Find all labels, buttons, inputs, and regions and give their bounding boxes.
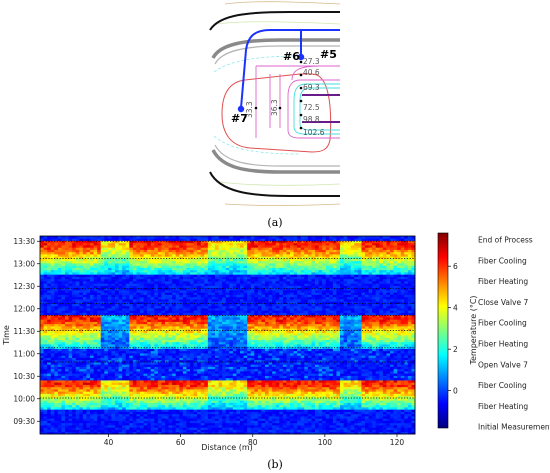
contour-bot-1	[219, 181, 341, 186]
event-label: Fiber Cooling	[478, 319, 527, 328]
contour-cyan-top	[213, 55, 301, 73]
measure-points	[254, 60, 303, 130]
wall-gray-top-2	[214, 45, 340, 65]
x-tick-label: 80	[248, 438, 258, 447]
colorbar-tick-label: 0	[453, 386, 458, 395]
colorbar-ticks: 0 2 4 6	[448, 262, 458, 395]
valve-dot-6	[297, 53, 305, 61]
heatmap-cells	[40, 236, 416, 435]
outer-wall-bottom	[209, 171, 340, 197]
panel-a-label: (a)	[267, 216, 282, 229]
contour-top-1	[224, 1, 341, 5]
colorbar-tick-label: 6	[453, 262, 458, 271]
event-label: Close Valve 7	[478, 298, 528, 307]
colorbar-tick-label: 2	[453, 345, 458, 354]
location-label-6: #6	[283, 50, 300, 63]
fiber-pink-loop-2	[287, 79, 340, 139]
valve-line-7	[240, 29, 340, 109]
heatmap-chart: 40 60 80 100 120 09:3010:0010:3011:0011:3012…	[2, 232, 550, 452]
y-tick-label: 11:00	[13, 349, 35, 358]
fiber-red-loop	[221, 73, 332, 153]
panel-a-schematic: #5 #6 #7 27.3 40.6 69.3 72.5 98.8 102.6 …	[209, 1, 341, 206]
y-tick-label: 12:00	[13, 304, 35, 313]
distance-marks: 27.3 40.6 69.3 72.5 98.8 102.6 33.3 36.3	[245, 57, 325, 137]
contour-cyan-bot	[213, 135, 301, 155]
fiber-pink-loop-1	[255, 65, 340, 138]
location-label-5: #5	[320, 48, 337, 61]
y-tick-label: 10:00	[13, 394, 35, 403]
y-axis-label: Time	[2, 325, 11, 346]
event-label: Fiber Heating	[478, 277, 528, 286]
wall-gray-bottom-2	[214, 144, 340, 167]
distance-mark: 72.5	[303, 103, 320, 112]
outer-wall-top	[209, 11, 340, 31]
colorbar	[437, 232, 449, 429]
distance-mark: 27.3	[303, 57, 320, 66]
x-tick-label: 100	[318, 438, 333, 447]
y-axis: 09:30 10:00 10:30 11:00 11:30 12:00 12:30 13:00…	[13, 237, 40, 426]
distance-mark-vertical: 36.3	[270, 99, 279, 116]
event-label: End of Process	[478, 236, 533, 245]
plot-frame	[39, 235, 416, 435]
fiber-cyan-loop	[293, 83, 340, 135]
event-label: Fiber Heating	[478, 339, 528, 348]
event-labels: Initial Measurement Fiber Heating Fiber Co…	[478, 236, 550, 432]
event-label: Fiber Heating	[478, 402, 528, 411]
y-tick-label: 09:30	[13, 417, 35, 426]
distance-mark: 98.8	[303, 115, 320, 124]
event-label: Open Valve 7	[478, 360, 528, 369]
y-tick-label: 10:30	[13, 372, 35, 381]
x-tick-label: 40	[104, 438, 114, 447]
x-tick-label: 120	[390, 438, 405, 447]
event-label: Fiber Cooling	[478, 256, 527, 265]
y-tick-label: 12:30	[13, 282, 35, 291]
fiber-pink-loop-3	[269, 74, 281, 128]
distance-mark-vertical: 33.3	[245, 101, 254, 118]
location-label-7: #7	[231, 112, 248, 125]
wall-gray-bottom	[211, 149, 340, 174]
event-label: Fiber Cooling	[478, 381, 527, 390]
x-axis: 40 60 80 100 120	[104, 434, 405, 447]
distance-mark: 40.6	[303, 68, 320, 77]
valve-dot-7	[237, 105, 245, 113]
y-tick-label: 11:30	[13, 327, 35, 336]
contour-bot-2	[224, 203, 341, 206]
x-axis-label: Distance (m)	[201, 443, 253, 452]
event-label: Initial Measurement	[478, 423, 550, 432]
panel-b-label: (b)	[267, 458, 283, 471]
distance-mark: 69.3	[303, 83, 320, 92]
wall-gray-top	[211, 38, 340, 59]
contour-top-2	[217, 21, 341, 25]
y-tick-label: 13:30	[13, 237, 35, 246]
colorbar-label: Temperature (°C)	[469, 295, 478, 365]
event-lines	[40, 240, 415, 399]
distance-mark: 102.6	[303, 128, 325, 137]
x-tick-label: 60	[176, 438, 186, 447]
y-tick-label: 13:00	[13, 259, 35, 268]
colorbar-tick-label: 4	[453, 303, 458, 312]
